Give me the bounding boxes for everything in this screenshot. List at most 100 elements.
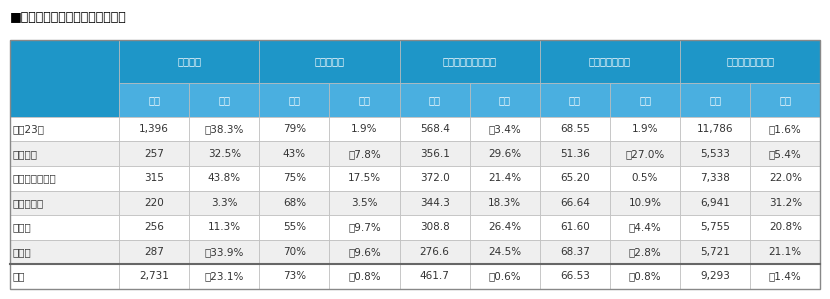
Bar xyxy=(330,215,399,239)
Bar xyxy=(470,264,540,289)
Text: 9,293: 9,293 xyxy=(701,271,730,281)
Text: 平均面積（㎡）: 平均面積（㎡） xyxy=(589,57,631,66)
Bar xyxy=(750,190,820,215)
Bar xyxy=(399,117,470,141)
Text: 増減: 増減 xyxy=(779,95,791,105)
Text: 461.7: 461.7 xyxy=(420,271,450,281)
Text: 68%: 68% xyxy=(283,198,306,208)
Text: －9.6%: －9.6% xyxy=(348,247,381,257)
Text: 18.3%: 18.3% xyxy=(488,198,521,208)
Bar xyxy=(540,190,610,215)
Bar xyxy=(259,264,330,289)
Bar xyxy=(610,215,680,239)
Text: 1,396: 1,396 xyxy=(139,124,169,134)
Text: －0.6%: －0.6% xyxy=(489,271,521,281)
Text: 増減: 増減 xyxy=(499,95,510,105)
Text: 平均価格（万円）: 平均価格（万円） xyxy=(726,57,774,66)
Bar xyxy=(399,40,540,83)
Text: 21.1%: 21.1% xyxy=(769,247,802,257)
Text: 17.5%: 17.5% xyxy=(348,173,381,183)
Text: 315: 315 xyxy=(144,173,164,183)
Bar xyxy=(540,264,610,289)
Text: －4.4%: －4.4% xyxy=(628,222,662,232)
Text: 10.9%: 10.9% xyxy=(628,198,662,208)
Bar xyxy=(330,83,399,117)
Text: －9.7%: －9.7% xyxy=(348,222,381,232)
Text: －38.3%: －38.3% xyxy=(205,124,244,134)
Bar xyxy=(189,239,259,264)
Bar xyxy=(10,40,820,289)
Bar xyxy=(259,141,330,166)
Text: －23.1%: －23.1% xyxy=(205,271,244,281)
Text: 256: 256 xyxy=(144,222,164,232)
Bar xyxy=(330,190,399,215)
Text: 3.5%: 3.5% xyxy=(351,198,378,208)
Text: 当月: 当月 xyxy=(569,95,581,105)
Text: 276.6: 276.6 xyxy=(420,247,450,257)
Text: 増減: 増減 xyxy=(359,95,370,105)
Text: 75%: 75% xyxy=(283,173,306,183)
Bar xyxy=(259,117,330,141)
Text: 初月申込率: 初月申込率 xyxy=(315,57,344,66)
Text: 5,533: 5,533 xyxy=(701,149,730,159)
Bar xyxy=(680,166,750,190)
Bar xyxy=(680,239,750,264)
Text: 全体: 全体 xyxy=(13,271,26,281)
Text: 当月: 当月 xyxy=(709,95,721,105)
Bar xyxy=(10,239,119,264)
Text: 2,731: 2,731 xyxy=(139,271,169,281)
Text: －7.8%: －7.8% xyxy=(348,149,381,159)
Text: 220: 220 xyxy=(144,198,164,208)
Bar xyxy=(399,239,470,264)
Text: －3.4%: －3.4% xyxy=(488,124,521,134)
Bar xyxy=(540,117,610,141)
Bar xyxy=(119,215,189,239)
Text: 5,755: 5,755 xyxy=(701,222,730,232)
Bar xyxy=(680,117,750,141)
Bar xyxy=(470,239,540,264)
Bar xyxy=(189,190,259,215)
Bar xyxy=(540,83,610,117)
Bar xyxy=(470,215,540,239)
Bar xyxy=(470,190,540,215)
Bar xyxy=(10,141,119,166)
Text: 千葉県: 千葉県 xyxy=(13,247,32,257)
Text: 東京23区: 東京23区 xyxy=(13,124,45,134)
Bar xyxy=(330,141,399,166)
Text: 東京都下: 東京都下 xyxy=(13,149,38,159)
Text: 308.8: 308.8 xyxy=(420,222,450,232)
Bar xyxy=(470,117,540,141)
Text: ■エリア別供給状況・前年同月比: ■エリア別供給状況・前年同月比 xyxy=(10,10,126,24)
Bar xyxy=(259,190,330,215)
Text: 増減: 増減 xyxy=(218,95,230,105)
Bar xyxy=(680,264,750,289)
Bar xyxy=(680,40,820,83)
Text: 横浜市・川崎市: 横浜市・川崎市 xyxy=(13,173,56,183)
Text: 当月: 当月 xyxy=(428,95,441,105)
Text: 43.8%: 43.8% xyxy=(208,173,241,183)
Bar xyxy=(680,190,750,215)
Text: 平均坪単価（万円）: 平均坪単価（万円） xyxy=(442,57,496,66)
Bar xyxy=(259,166,330,190)
Bar xyxy=(540,215,610,239)
Bar xyxy=(610,264,680,289)
Text: 5,721: 5,721 xyxy=(701,247,730,257)
Bar xyxy=(610,141,680,166)
Text: 7,338: 7,338 xyxy=(701,173,730,183)
Bar xyxy=(470,83,540,117)
Bar xyxy=(119,239,189,264)
Bar xyxy=(750,141,820,166)
Text: 568.4: 568.4 xyxy=(420,124,450,134)
Text: －33.9%: －33.9% xyxy=(205,247,244,257)
Bar xyxy=(330,117,399,141)
Text: －5.4%: －5.4% xyxy=(769,149,802,159)
Bar xyxy=(750,117,820,141)
Bar xyxy=(10,166,119,190)
Bar xyxy=(259,215,330,239)
Bar xyxy=(750,264,820,289)
Bar xyxy=(540,239,610,264)
Bar xyxy=(750,166,820,190)
Bar xyxy=(680,215,750,239)
Text: 55%: 55% xyxy=(283,222,306,232)
Text: 11,786: 11,786 xyxy=(697,124,734,134)
